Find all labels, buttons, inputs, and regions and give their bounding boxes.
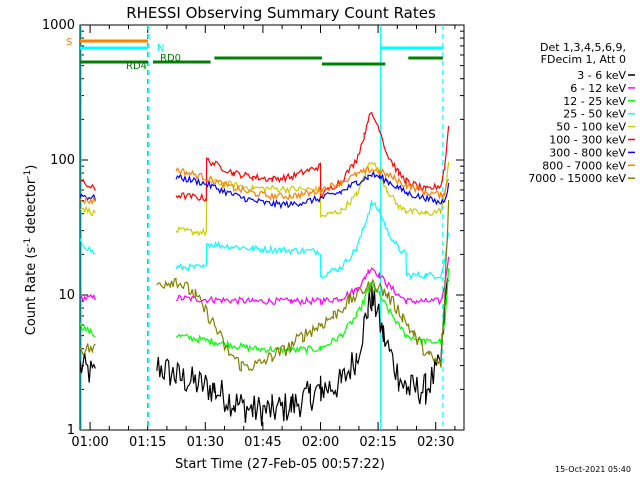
series-line <box>80 277 450 427</box>
y-tick-label: 100 <box>50 153 75 168</box>
series-line <box>80 199 450 372</box>
x-tick-label: 01:30 <box>187 435 224 450</box>
series-line <box>80 111 450 202</box>
series-line <box>80 200 450 281</box>
x-tick-label: 01:15 <box>129 435 166 450</box>
series-line <box>80 161 450 237</box>
x-tick-label: 02:00 <box>302 435 339 450</box>
x-tick-label: 01:45 <box>244 435 281 450</box>
plot-content <box>80 25 450 430</box>
plot-frame <box>79 24 465 431</box>
legend-entry-label: 12 - 25 keV <box>563 95 626 108</box>
plot-area: 1 10 100 1000 01:00 01:15 01:30 01:45 02:00 02:15… <box>42 18 465 450</box>
legend-entry-label: 25 - 50 keV <box>563 108 626 121</box>
chart-title: RHESSI Observing Summary Count Rates <box>126 4 436 22</box>
legend-header: FDecim 1, Att 0 <box>541 53 626 66</box>
legend-entry-label: 300 - 800 keV <box>549 146 626 159</box>
legend-header: Det 1,3,4,5,6,9, <box>540 41 626 54</box>
flag-label: RD4 <box>126 61 147 72</box>
legend-entry-label: 7000 - 15000 keV <box>528 172 626 185</box>
legend-entry-label: 50 - 100 keV <box>556 121 626 134</box>
flag-label: RD0 <box>160 53 181 64</box>
x-tick-label: 02:30 <box>417 435 454 450</box>
y-tick-label: 1 <box>67 423 75 438</box>
y-tick-label: 10 <box>58 288 75 303</box>
x-axis-label: Start Time (27-Feb-05 00:57:22) <box>175 457 385 472</box>
series-line <box>80 166 450 206</box>
flag-label: S <box>66 37 72 48</box>
legend-entry-label: 800 - 7000 keV <box>542 159 626 172</box>
footer-timestamp: 15-Oct-2021 05:40 <box>555 465 631 474</box>
flag-label: N <box>157 43 164 54</box>
legend-entry-label: 100 - 300 keV <box>549 134 626 147</box>
y-tick-label: 1000 <box>42 18 75 33</box>
legend: Det 1,3,4,5,6,9,FDecim 1, Att 0 3 - 6 keV… <box>528 41 635 185</box>
x-tick-label: 01:00 <box>71 435 108 450</box>
series-line <box>80 256 450 306</box>
series-line <box>80 268 450 355</box>
y-axis-label: Count Rate (s-1 detector-1) <box>23 165 39 336</box>
legend-entry-label: 3 - 6 keV <box>577 69 626 82</box>
legend-entry-label: 6 - 12 keV <box>570 82 626 95</box>
series-line <box>80 170 450 210</box>
x-tick-label: 02:15 <box>359 435 396 450</box>
